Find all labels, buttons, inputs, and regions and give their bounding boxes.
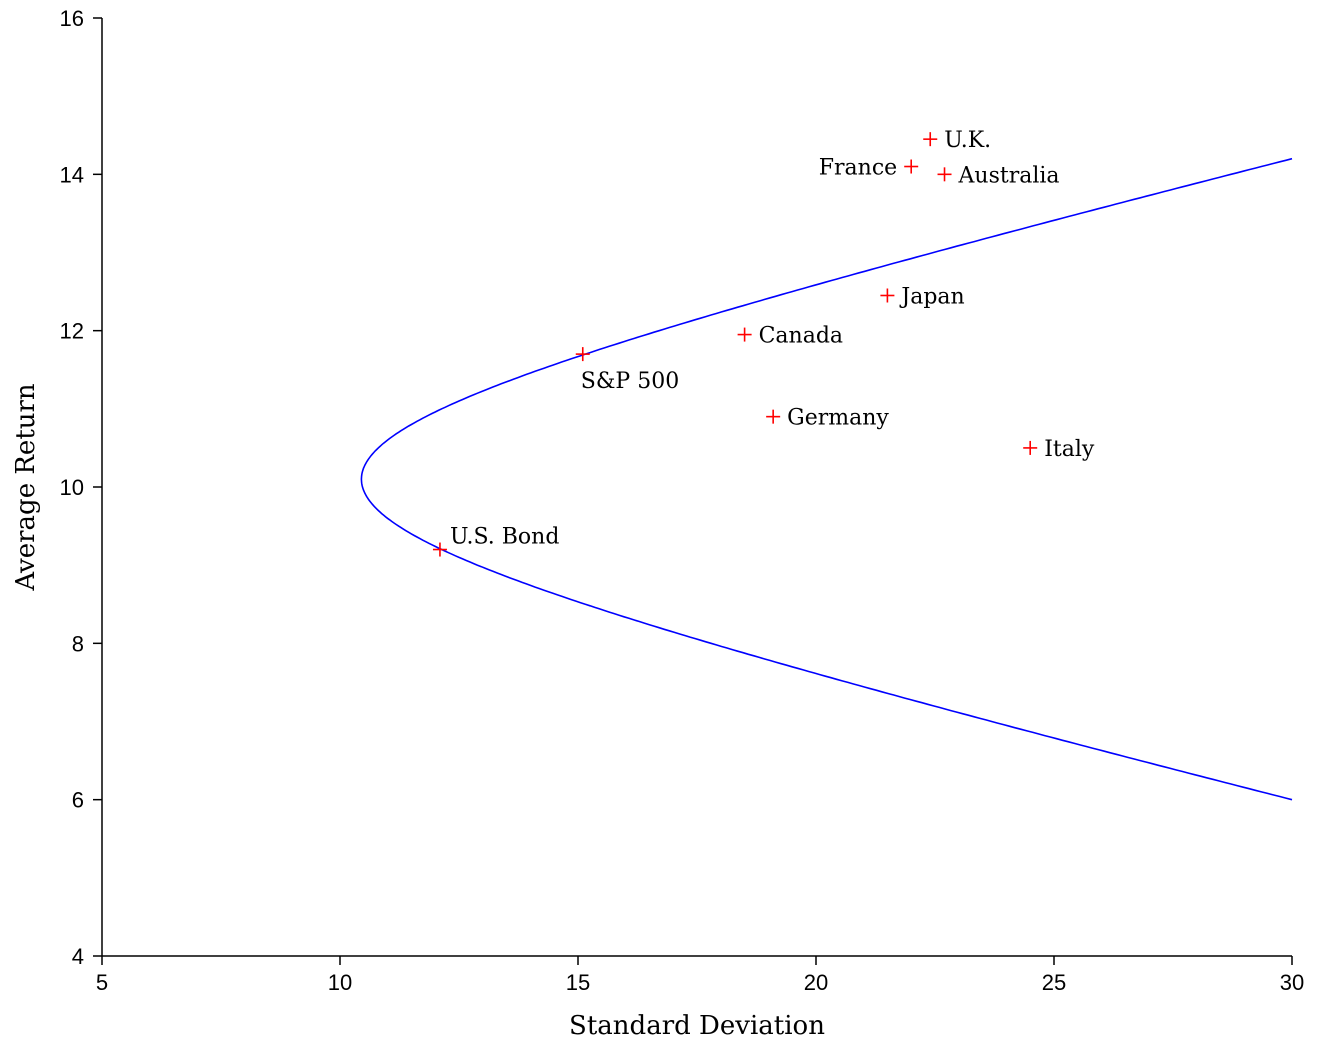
data-point: Canada — [737, 324, 843, 349]
x-tick-label: 10 — [328, 970, 352, 995]
point-label: U.K. — [944, 128, 991, 153]
point-label: Japan — [899, 284, 964, 309]
y-tick-label: 10 — [60, 475, 84, 500]
data-point: Australia — [937, 163, 1060, 188]
axes: 5 10 15 20 25 30 4 6 8 10 12 14 16 — [60, 6, 1305, 995]
y-tick-label: 4 — [72, 944, 84, 969]
x-tick-label: 15 — [566, 970, 590, 995]
point-label: Germany — [787, 406, 889, 431]
point-label: France — [819, 156, 897, 181]
point-label: Australia — [958, 163, 1060, 188]
x-axis-title: Standard Deviation — [569, 1011, 825, 1041]
data-point: France — [819, 156, 919, 181]
x-tick-label: 25 — [1042, 970, 1066, 995]
data-point: S&P 500 — [575, 347, 679, 394]
x-tick-label: 5 — [96, 970, 108, 995]
y-tick-label: 14 — [60, 162, 84, 187]
data-point: U.S. Bond — [432, 525, 559, 557]
point-label: U.S. Bond — [450, 525, 559, 550]
y-tick-label: 16 — [60, 6, 84, 31]
y-tick-label: 6 — [72, 788, 84, 813]
efficient-frontier-line — [360, 157, 1293, 801]
y-tick-label: 12 — [60, 319, 84, 344]
point-label: Italy — [1044, 437, 1095, 462]
points-group: U.S. Bond S&P 500 Canada Germany Japan Italy F… — [432, 128, 1095, 557]
data-point: U.K. — [923, 128, 991, 153]
x-tick-label: 20 — [804, 970, 828, 995]
point-label: S&P 500 — [581, 369, 679, 394]
y-axis-title: Average Return — [11, 383, 41, 592]
point-label: Canada — [759, 324, 843, 349]
data-point: Italy — [1023, 437, 1095, 462]
y-tick-label: 8 — [72, 631, 84, 656]
data-point: Japan — [880, 284, 965, 309]
data-point: Germany — [766, 406, 889, 431]
frontier-group — [360, 157, 1293, 801]
x-tick-label: 30 — [1280, 970, 1304, 995]
